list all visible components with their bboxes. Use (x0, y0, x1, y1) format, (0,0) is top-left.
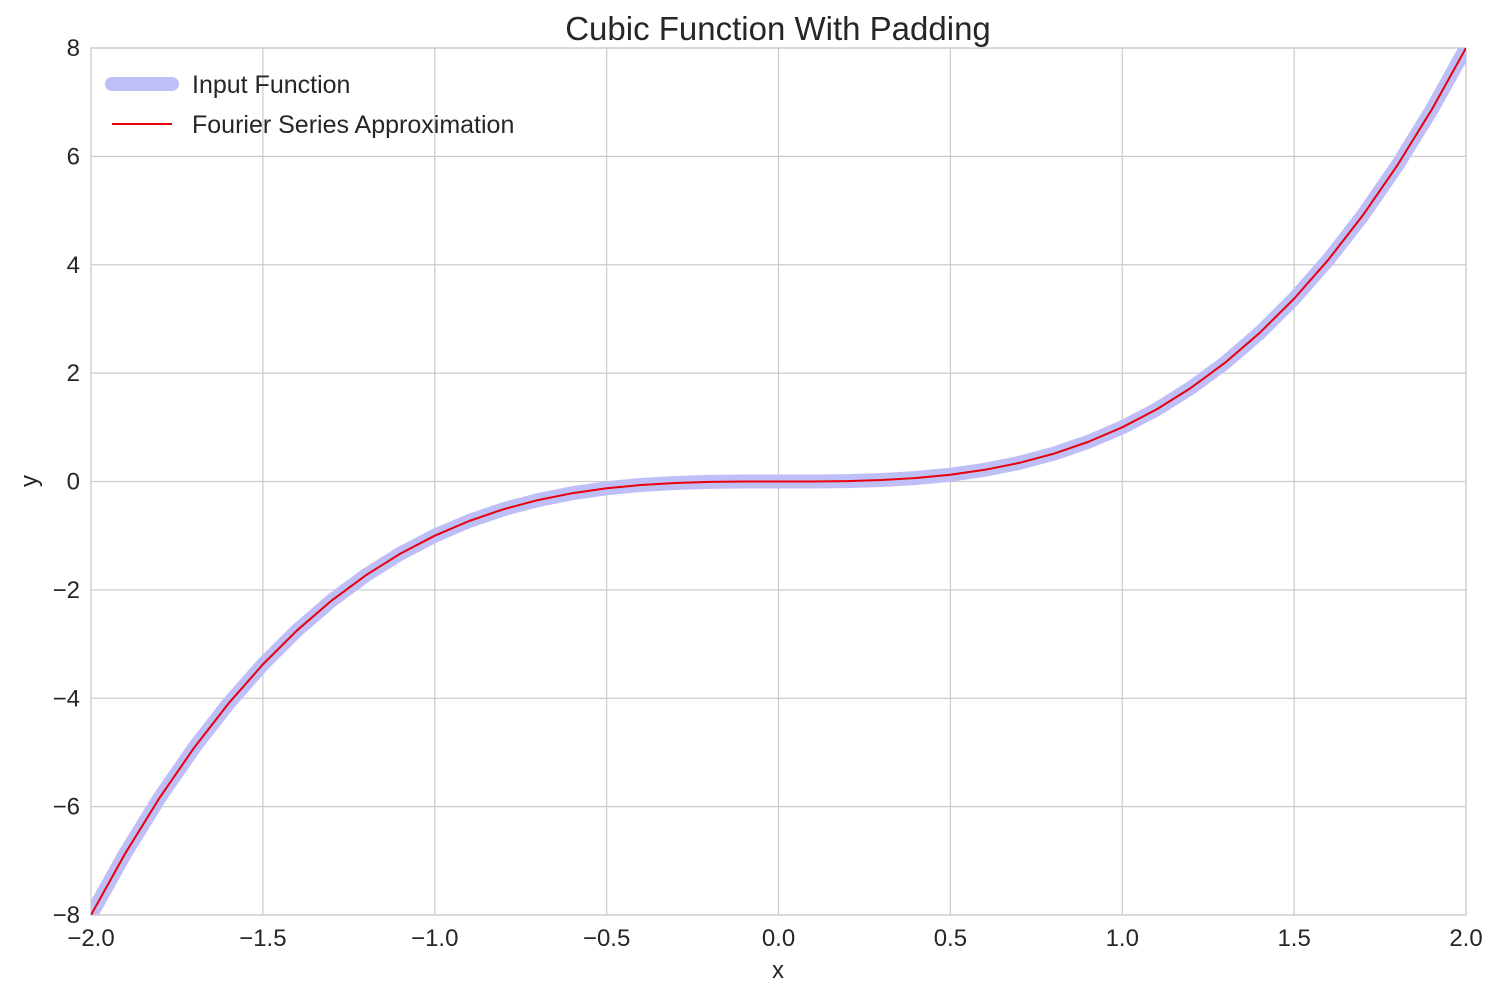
x-tick-label: 2.0 (1449, 925, 1482, 952)
plot-frame (90, 47, 1467, 916)
x-tick-label: 1.0 (1106, 925, 1139, 952)
x-tick-label: 0.0 (762, 925, 795, 952)
y-tick-label: 6 (67, 143, 80, 170)
y-tick-label: 8 (67, 35, 80, 62)
legend-label: Fourier Series Approximation (192, 111, 514, 139)
y-axis-label: y (16, 475, 43, 487)
y-tick-label: −8 (53, 902, 80, 929)
x-tick-label: −1.5 (239, 925, 286, 952)
x-tick-label: −1.0 (411, 925, 458, 952)
series-layer (91, 48, 1466, 915)
y-tick-label: 0 (67, 469, 80, 496)
legend: Input Function Fourier Series Approximati… (105, 71, 514, 139)
x-tick-label: 0.5 (934, 925, 967, 952)
y-tick-label: 4 (67, 252, 80, 279)
y-tick-label: −4 (53, 685, 80, 712)
y-tick-label: −6 (53, 794, 80, 821)
chart-title: Cubic Function With Padding (565, 10, 991, 47)
legend-label: Input Function (192, 71, 350, 99)
y-tick-label: 2 (67, 360, 80, 387)
x-tick-label: −0.5 (583, 925, 630, 952)
x-axis-ticks: −2.0 −1.5 −1.0 −0.5 0.0 0.5 1.0 1.5 2.0 (67, 925, 1482, 952)
fourier-approximation-line (91, 48, 1466, 915)
x-tick-label: −2.0 (67, 925, 114, 952)
y-tick-label: −2 (53, 577, 80, 604)
x-axis-label: x (772, 957, 784, 984)
y-axis-ticks: −8 −6 −4 −2 0 2 4 6 8 (53, 35, 80, 929)
x-tick-label: 1.5 (1277, 925, 1310, 952)
